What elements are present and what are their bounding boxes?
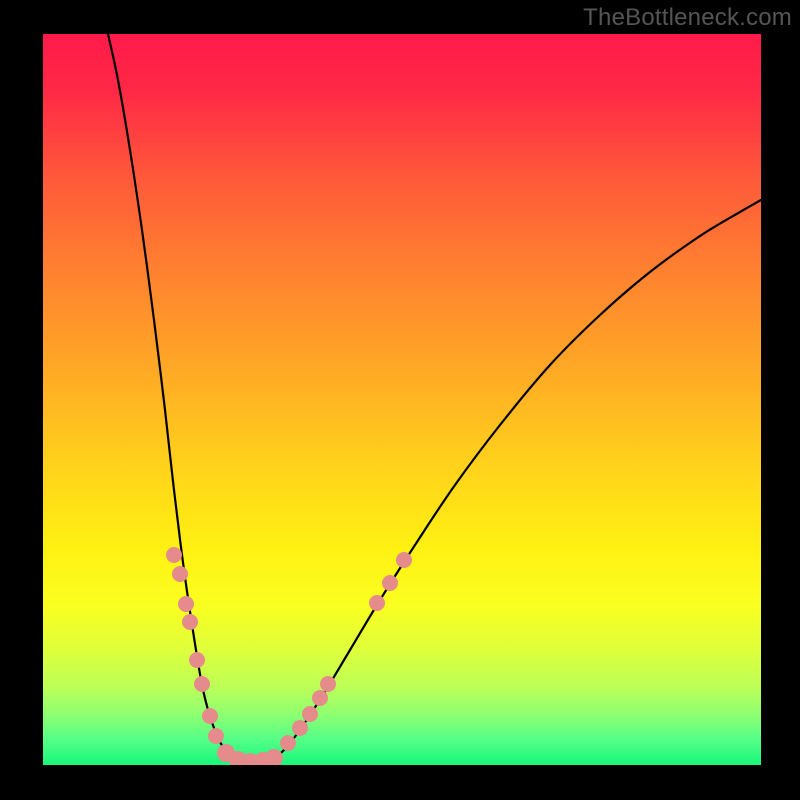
left-marker <box>194 676 210 692</box>
bottleneck-chart <box>0 0 800 800</box>
left-marker <box>172 566 188 582</box>
left-marker <box>178 596 194 612</box>
right-marker <box>280 735 296 751</box>
left-marker <box>202 708 218 724</box>
bottom-marker <box>265 749 283 767</box>
right-marker <box>396 552 412 568</box>
plot-background <box>43 34 761 765</box>
right-marker <box>312 690 328 706</box>
right-marker <box>320 676 336 692</box>
left-marker <box>182 614 198 630</box>
watermark-text: TheBottleneck.com <box>583 4 792 32</box>
right-marker <box>382 575 398 591</box>
left-marker <box>166 547 182 563</box>
right-marker <box>369 595 385 611</box>
right-marker <box>292 720 308 736</box>
left-marker <box>189 652 205 668</box>
right-marker <box>302 706 318 722</box>
left-marker <box>208 728 224 744</box>
